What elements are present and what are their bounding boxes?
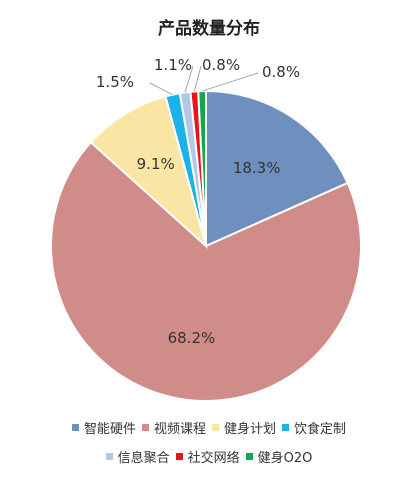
legend-row-1: 智能硬件 视频课程 健身计划 饮食定制	[0, 418, 418, 437]
legend-label: 信息聚合	[117, 451, 170, 466]
legend-item-fitness-o2o: 健身O2O	[245, 447, 313, 466]
legend-item-diet-custom: 饮食定制	[282, 418, 346, 437]
leader-line	[201, 72, 259, 92]
legend-item-fitness-plan: 健身计划	[212, 418, 276, 437]
legend-item-smart-hardware: 智能硬件	[71, 418, 136, 437]
legend-swatch	[212, 424, 219, 431]
legend-swatch	[175, 453, 183, 460]
legend-swatch	[71, 424, 79, 431]
data-label: 9.1%	[137, 155, 175, 173]
legend-swatch	[282, 424, 290, 431]
legend-label: 健身计划	[224, 422, 277, 437]
legend-item-social-network: 社交网络	[175, 447, 240, 466]
legend-label: 智能硬件	[83, 422, 136, 437]
pie-slice	[89, 95, 208, 250]
leader-line	[193, 65, 202, 92]
legend-swatch	[245, 453, 253, 460]
legend-item-video-courses: 视频课程	[141, 418, 206, 437]
legend-label: 社交网络	[187, 451, 240, 466]
legend-label: 健身O2O	[257, 451, 313, 466]
legend-row-2: 信息聚合 社交网络 健身O2O	[0, 447, 418, 466]
data-label: 1.5%	[96, 73, 134, 91]
data-label: 0.8%	[202, 56, 240, 74]
data-label: 0.8%	[262, 63, 300, 81]
data-label: 68.2%	[168, 329, 216, 347]
leader-line	[149, 82, 173, 96]
leader-line	[184, 65, 194, 93]
legend-label: 饮食定制	[294, 422, 347, 437]
pie-slice	[205, 89, 349, 248]
data-label: 1.1%	[154, 56, 192, 74]
legend-label: 视频课程	[153, 422, 206, 437]
chart-title: 产品数量分布	[158, 19, 260, 39]
legend-swatch	[105, 453, 113, 460]
data-label: 18.3%	[233, 159, 281, 177]
legend-item-info-aggregation: 信息聚合	[105, 447, 170, 466]
pie-slice	[50, 140, 362, 402]
legend-swatch	[141, 424, 149, 431]
